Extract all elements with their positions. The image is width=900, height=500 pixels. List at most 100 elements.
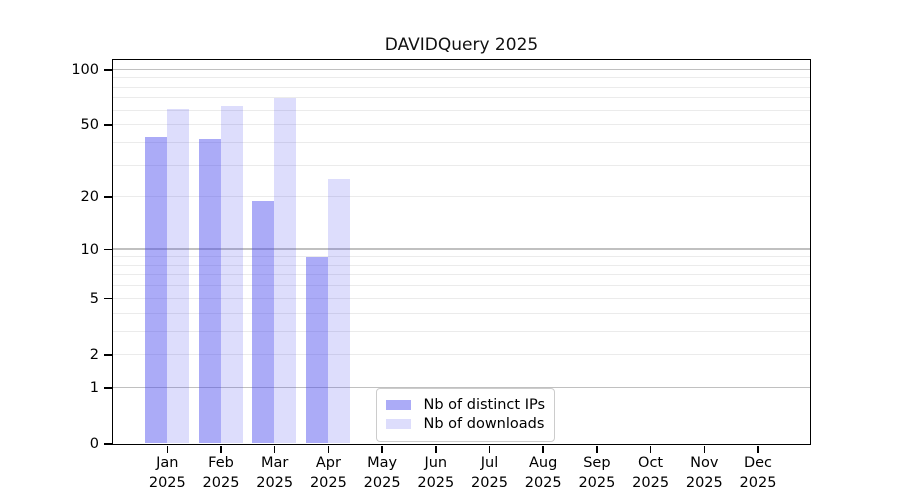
x-tick-mark (273, 445, 276, 453)
x-tick-label: Jan 2025 (125, 453, 209, 493)
x-tick-year: 2025 (202, 475, 240, 491)
x-tick-month: Jun (424, 455, 448, 471)
y-tick-label: 0 (89, 436, 99, 452)
y-tick-label: 50 (80, 117, 99, 134)
x-tick-label: Feb 2025 (179, 453, 263, 493)
bar-jan-s0 (144, 136, 167, 444)
gridline-minor (112, 124, 810, 126)
plot-area: Nb of distinct IPs Nb of downloads (111, 58, 811, 445)
x-tick-mark (703, 445, 706, 453)
x-tick-mark (596, 445, 598, 453)
x-tick-year: 2025 (309, 475, 347, 491)
legend-item: Nb of distinct IPs (385, 396, 546, 415)
gridline-major (112, 248, 810, 250)
bar-apr-s0 (305, 256, 328, 444)
y-tick-mark (103, 387, 112, 389)
legend-label: Nb of distinct IPs (423, 397, 546, 413)
x-tick-month: Jul (480, 455, 499, 471)
y-tick-label: 2 (89, 346, 99, 363)
x-tick-month: Nov (690, 455, 719, 471)
x-tick-mark (166, 445, 169, 453)
x-tick-year: 2025 (471, 475, 508, 491)
x-tick-label: Sep 2025 (555, 453, 639, 493)
bar-feb-s0 (198, 138, 221, 444)
x-tick-year: 2025 (578, 475, 616, 491)
x-tick-month: Sep (583, 455, 611, 471)
bar-jan-s1 (166, 108, 189, 444)
gridline-minor (112, 274, 810, 276)
gridline-minor (112, 77, 810, 79)
gridline-major (112, 68, 810, 70)
x-tick-month: Aug (529, 455, 558, 471)
gridline-minor (112, 330, 810, 332)
legend-swatch-icon (385, 400, 411, 410)
x-tick-month: Dec (743, 455, 773, 471)
x-tick-month: Mar (261, 455, 289, 471)
y-tick-mark (103, 443, 112, 445)
x-tick-mark (649, 445, 652, 453)
bar-mar-s1 (274, 97, 297, 444)
x-tick-label: Jul 2025 (448, 453, 532, 493)
legend: Nb of distinct IPs Nb of downloads (375, 387, 555, 442)
x-tick-mark (327, 445, 330, 453)
x-tick-year: 2025 (739, 475, 777, 491)
bar-apr-s1 (327, 179, 350, 444)
bar-layer (113, 60, 810, 444)
x-tick-label: May 2025 (340, 453, 424, 493)
x-tick-month: May (367, 455, 398, 471)
x-tick-label: Mar 2025 (233, 453, 317, 493)
x-tick-month: Oct (638, 455, 664, 471)
gridline-minor (112, 353, 810, 355)
gridline-minor (112, 196, 810, 198)
y-tick-label: 1 (89, 379, 99, 396)
grid-layer (112, 60, 810, 444)
x-tick-label: Aug 2025 (501, 453, 585, 493)
y-tick-label: 100 (71, 61, 99, 78)
x-tick-year: 2025 (632, 475, 670, 491)
x-tick-label: Dec 2025 (716, 453, 800, 493)
gridline-minor (112, 285, 810, 287)
y-tick-label: 20 (80, 189, 99, 206)
gridline-minor (112, 97, 810, 99)
gridline-minor (112, 86, 810, 88)
chart-title: DAVIDQuery 2025 (384, 35, 539, 55)
y-tick-mark (103, 69, 112, 71)
x-tick-month: Apr (315, 455, 341, 471)
y-tick-label: 10 (80, 241, 99, 258)
gridline-major (112, 386, 810, 388)
y-tick-mark (103, 354, 112, 356)
x-tick-mark (542, 445, 544, 453)
bar-mar-s0 (252, 200, 275, 444)
y-tick-mark (103, 248, 112, 251)
x-tick-year: 2025 (363, 475, 401, 491)
gridline-minor (112, 141, 810, 143)
x-tick-mark (435, 445, 437, 453)
y-tick-mark (103, 297, 112, 300)
x-tick-year: 2025 (685, 475, 723, 491)
y-tick-mark (103, 124, 112, 126)
x-tick-year: 2025 (524, 475, 562, 491)
x-tick-label: Nov 2025 (662, 453, 746, 493)
x-tick-month: Feb (208, 455, 234, 471)
gridline-minor (112, 164, 810, 166)
x-tick-month: Jan (156, 455, 179, 471)
gridline-minor (112, 109, 810, 111)
x-tick-label: Apr 2025 (286, 453, 370, 493)
x-tick-label: Oct 2025 (609, 453, 693, 493)
x-tick-year: 2025 (417, 475, 455, 491)
y-tick-mark (103, 196, 112, 198)
gridline-minor (112, 256, 810, 258)
x-tick-mark (488, 445, 491, 453)
legend-label: Nb of downloads (423, 416, 545, 432)
y-tick-label: 5 (89, 290, 99, 307)
gridline-minor (112, 297, 810, 299)
x-tick-mark (757, 445, 759, 453)
gridline-minor (112, 264, 810, 266)
legend-swatch-icon (385, 419, 411, 429)
gridline-minor (112, 312, 810, 314)
x-tick-year: 2025 (256, 475, 294, 491)
legend-item: Nb of downloads (385, 415, 545, 434)
x-tick-mark (381, 445, 383, 453)
bar-feb-s1 (220, 106, 243, 444)
